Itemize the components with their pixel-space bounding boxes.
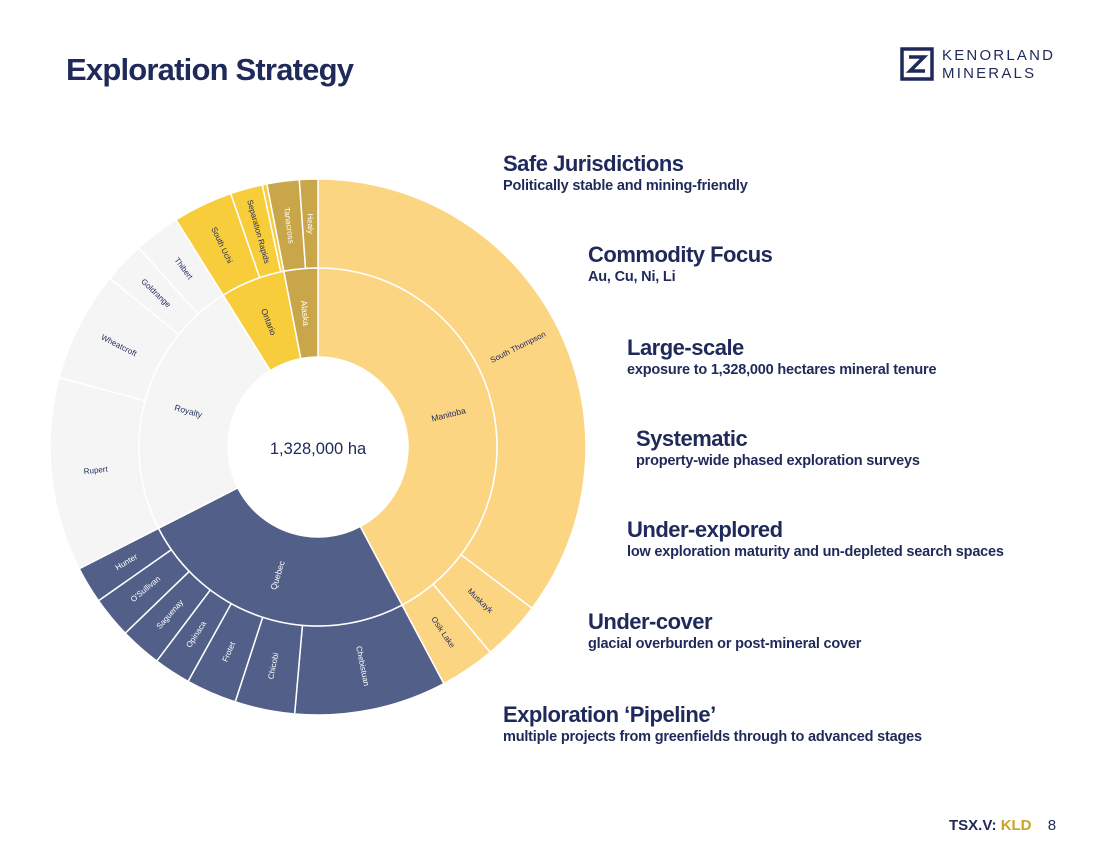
- pillar-subtext: property-wide phased exploration surveys: [636, 453, 920, 469]
- pillar-commodity-focus: Commodity Focus Au, Cu, Ni, Li: [588, 242, 773, 286]
- pillar-exploration-pipeline: Exploration ‘Pipeline’ multiple projects…: [503, 702, 922, 746]
- pillar-subtext: multiple projects from greenfields throu…: [503, 729, 922, 745]
- pillar-heading: Under-cover: [588, 609, 713, 634]
- project-label-rupert: Rupert: [83, 465, 109, 477]
- chart-center-hole: [228, 357, 408, 537]
- pillar-systematic: Systematic property-wide phased explorat…: [636, 426, 920, 470]
- exchange-label: TSX.V:: [949, 817, 997, 834]
- pillar-subtext: Politically stable and mining-friendly: [503, 178, 748, 194]
- region-label-alaska: Alaska: [299, 300, 311, 327]
- pillar-subtext: exposure to 1,328,000 hectares mineral t…: [627, 362, 937, 378]
- company-logo: KENORLAND MINERALS: [900, 47, 1070, 83]
- pillar-heading: Safe Jurisdictions: [503, 151, 684, 176]
- logo-line-2: MINERALS: [942, 65, 1037, 82]
- pillar-under-explored: Under-explored low exploration maturity …: [627, 517, 1004, 561]
- pillar-heading: Exploration ‘Pipeline’: [503, 702, 716, 727]
- page-number: 8: [1047, 817, 1057, 834]
- pillar-under-cover: Under-cover glacial overburden or post-m…: [588, 609, 861, 653]
- pillar-subtext: low exploration maturity and un-depleted…: [627, 544, 1004, 560]
- pillar-subtext: glacial overburden or post-mineral cover: [588, 636, 862, 652]
- pillar-heading: Commodity Focus: [588, 242, 773, 267]
- pillar-large-scale: Large-scale exposure to 1,328,000 hectar…: [627, 335, 937, 379]
- pillar-safe-jurisdictions: Safe Jurisdictions Politically stable an…: [503, 151, 748, 195]
- ticker-symbol: KLD: [1000, 817, 1032, 834]
- logo-k-icon: [900, 47, 934, 81]
- pillar-heading: Systematic: [636, 426, 748, 451]
- logo-line-1: KENORLAND: [942, 47, 1056, 64]
- pillar-heading: Large-scale: [627, 335, 744, 360]
- pillar-subtext: Au, Cu, Ni, Li: [588, 269, 676, 285]
- footer-ticker: TSX.V: KLD 8: [949, 817, 1056, 834]
- pillar-heading: Under-explored: [627, 517, 783, 542]
- project-label-healy: Healy: [305, 213, 315, 234]
- page-title: Exploration Strategy: [66, 52, 354, 87]
- chart-center-total-label: 1,328,000 ha: [270, 440, 367, 458]
